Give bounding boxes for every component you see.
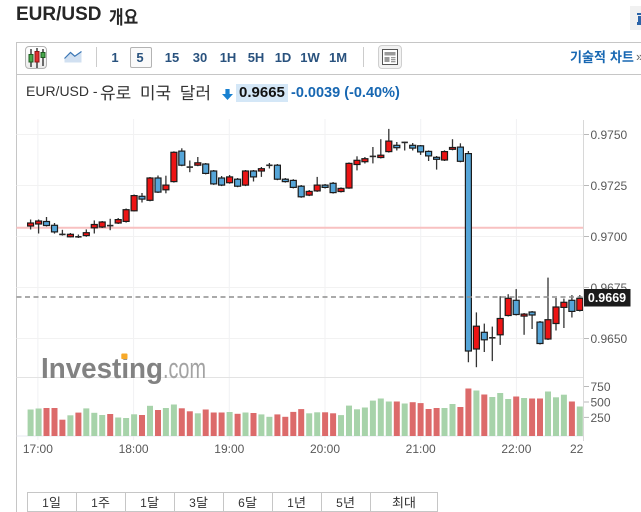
- svg-text:0.9750: 0.9750: [591, 128, 628, 142]
- svg-text:0.9650: 0.9650: [591, 332, 628, 346]
- svg-text:750: 750: [591, 380, 611, 394]
- svg-text:17:00: 17:00: [23, 442, 53, 456]
- svg-text:19:00: 19:00: [214, 442, 244, 456]
- svg-text:21:00: 21:00: [406, 442, 436, 456]
- svg-text:20:00: 20:00: [310, 442, 340, 456]
- svg-text:500: 500: [591, 396, 611, 410]
- svg-text:0.9700: 0.9700: [591, 230, 628, 244]
- svg-text:250: 250: [591, 411, 611, 425]
- svg-text:0.9669: 0.9669: [588, 291, 626, 305]
- svg-text:18:00: 18:00: [119, 442, 149, 456]
- svg-text:.com: .com: [163, 353, 206, 385]
- svg-text:0.9725: 0.9725: [591, 179, 628, 193]
- svg-text:22:00: 22:00: [501, 442, 531, 456]
- svg-text:22: 22: [570, 442, 584, 456]
- svg-text:Investing: Investing: [41, 353, 163, 385]
